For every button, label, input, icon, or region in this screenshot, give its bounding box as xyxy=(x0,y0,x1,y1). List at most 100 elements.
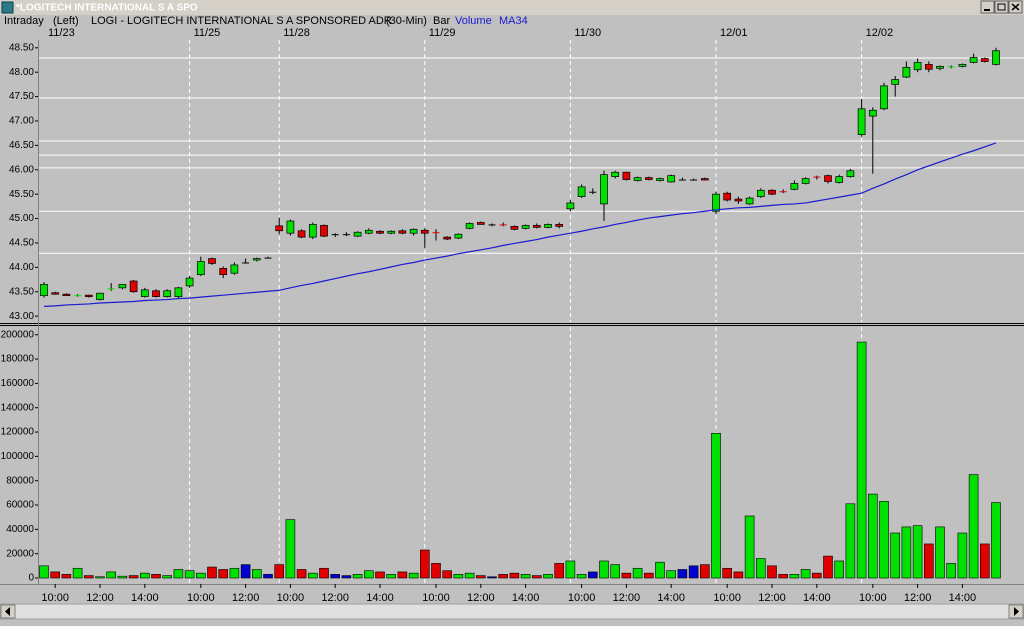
candle-body xyxy=(902,66,911,78)
volume-bar xyxy=(610,564,621,579)
volume-bar xyxy=(184,570,195,579)
date-label: 12/02 xyxy=(866,27,894,39)
candle-body xyxy=(835,176,844,183)
volume-bar xyxy=(173,569,184,579)
header-mode: Intraday xyxy=(4,15,44,27)
candle-body xyxy=(936,65,944,69)
candle-body xyxy=(924,64,933,70)
volume-bar xyxy=(599,560,609,579)
candle-body xyxy=(980,58,989,62)
volume-bar xyxy=(767,565,777,579)
minimize-button[interactable] xyxy=(980,0,995,14)
volume-bar xyxy=(509,572,520,579)
candle-body xyxy=(364,229,373,234)
volume-bar xyxy=(845,503,856,579)
candle-body xyxy=(465,223,474,229)
header-style: Bar xyxy=(433,15,450,27)
volume-bar xyxy=(565,560,576,579)
y-tick-label: 48.50 xyxy=(9,42,34,53)
candle-body xyxy=(476,222,485,225)
volume-bar xyxy=(252,569,262,579)
candle-body xyxy=(779,191,787,193)
date-label: 12/01 xyxy=(720,27,748,39)
volume-bar xyxy=(991,502,1001,579)
candle-body xyxy=(824,175,832,182)
y-tick-label: 45.50 xyxy=(9,189,34,200)
scroll-right-arrow xyxy=(1014,607,1019,616)
candle-body xyxy=(521,225,530,229)
volume-bar xyxy=(397,571,408,579)
y-tick-label: 44.00 xyxy=(9,262,34,273)
volume-bar xyxy=(72,567,83,579)
scrollbar[interactable] xyxy=(0,603,1024,620)
candle-body xyxy=(532,225,541,228)
window-buttons[interactable] xyxy=(980,0,1023,14)
scroll-track[interactable] xyxy=(0,603,1024,620)
volume-bar xyxy=(554,563,565,579)
candle-body xyxy=(185,277,194,287)
candle-body xyxy=(891,79,900,85)
volume-bar xyxy=(319,567,329,579)
candle-body xyxy=(376,230,384,234)
candle-body xyxy=(409,228,418,234)
volume-bar xyxy=(352,574,363,579)
candle-body xyxy=(140,289,149,297)
candle-body xyxy=(947,66,955,68)
volume-bar xyxy=(84,575,94,579)
header-scale: (Left) xyxy=(53,15,79,27)
volume-bar xyxy=(979,543,990,579)
legend-ma: MA34 xyxy=(499,15,528,27)
candle-body xyxy=(118,284,127,289)
candle-body xyxy=(510,226,519,230)
date-label: 11/30 xyxy=(574,27,601,39)
volume-tick-label: 80000 xyxy=(6,475,34,486)
volume-bar xyxy=(341,575,352,579)
volume-bar xyxy=(307,572,318,579)
candle-body xyxy=(712,193,720,212)
candle-body xyxy=(566,202,575,210)
candle-body xyxy=(656,178,664,181)
candle-body xyxy=(432,232,440,234)
volume-bar xyxy=(587,571,598,579)
volume-bar xyxy=(543,574,553,579)
volume-bar xyxy=(688,565,699,579)
volume-bar xyxy=(632,567,643,579)
candle-body xyxy=(768,189,776,195)
y-tick-label: 48.00 xyxy=(9,67,34,78)
candle-body xyxy=(297,230,306,238)
x-tick-label: 12:00 xyxy=(758,592,786,604)
restore-button[interactable] xyxy=(994,0,1009,14)
candle-body xyxy=(152,290,160,297)
candle-body xyxy=(723,192,732,201)
volume-bar xyxy=(375,571,385,579)
volume-tick-label: 180000 xyxy=(1,354,35,365)
candle-body xyxy=(600,174,608,205)
volume-bar xyxy=(711,432,721,579)
x-tick-label: 10:00 xyxy=(187,592,215,604)
candle-body xyxy=(308,224,317,238)
candle-body xyxy=(958,64,967,67)
header-symbol: LOGI - LOGITECH INTERNATIONAL S A SPONSO… xyxy=(91,15,392,27)
candle-body xyxy=(84,294,93,297)
volume-bar xyxy=(722,567,733,579)
date-label: 11/23 xyxy=(48,27,75,39)
close-icon xyxy=(1011,3,1020,11)
y-tick-label: 47.00 xyxy=(9,116,34,127)
candle-body xyxy=(342,234,350,236)
volume-bar xyxy=(431,563,441,579)
volume-bar xyxy=(890,532,901,579)
candle-body xyxy=(700,178,709,181)
candle-body xyxy=(219,267,228,276)
x-tick-label: 10:00 xyxy=(859,592,887,604)
x-tick-label: 14:00 xyxy=(131,592,159,604)
date-label: 11/28 xyxy=(283,27,310,39)
volume-bar xyxy=(867,493,878,579)
candle-body xyxy=(756,189,765,197)
volume-bar xyxy=(946,563,957,579)
x-tick-label: 14:00 xyxy=(657,592,685,604)
x-tick-label: 14:00 xyxy=(803,592,831,604)
ma-line xyxy=(43,142,997,307)
volume-bar xyxy=(128,575,139,579)
date-label: 11/29 xyxy=(429,27,456,39)
